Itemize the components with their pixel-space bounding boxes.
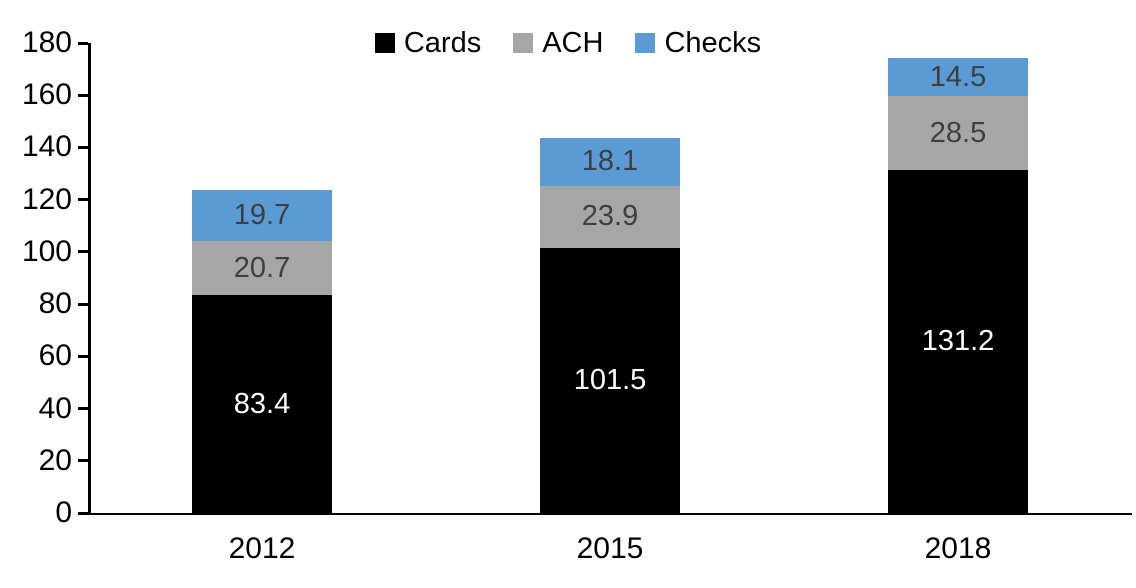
data-label-checks-2015: 18.1	[581, 145, 639, 178]
bar-segment-checks-2018: 14.5	[888, 58, 1028, 96]
y-tick-label: 80	[38, 287, 72, 321]
y-axis-tick	[78, 511, 88, 515]
data-label-cards-2012: 83.4	[233, 387, 291, 420]
x-tick-label: 2015	[576, 532, 644, 565]
y-tick-label: 0	[55, 496, 72, 529]
data-label-cards-2018: 131.2	[921, 325, 995, 358]
x-axis	[88, 513, 1132, 515]
y-axis-tick	[78, 302, 88, 306]
bar-segment-ach-2018: 28.5	[888, 96, 1028, 171]
data-label-ach-2012: 20.7	[233, 251, 291, 284]
data-label-cards-2015: 101.5	[573, 363, 647, 396]
y-axis-tick	[78, 250, 88, 254]
y-tick-label: 20	[38, 443, 72, 477]
y-tick-label: 100	[21, 234, 72, 268]
legend-label-cards: Cards	[403, 27, 482, 59]
chart-legend: Cards ACH Checks	[0, 27, 1136, 59]
legend-item-ach: ACH	[513, 27, 603, 59]
legend-swatch-ach-icon	[513, 33, 534, 53]
y-tick-label: 40	[38, 391, 72, 425]
bar-segment-checks-2015: 18.1	[540, 138, 680, 186]
y-axis-tick	[78, 198, 88, 202]
bar-segment-cards-2015: 101.5	[540, 247, 680, 513]
x-tick-label: 2018	[924, 532, 992, 565]
data-label-checks-2012: 19.7	[233, 198, 291, 231]
y-axis-tick	[78, 459, 88, 463]
y-tick-label: 160	[21, 78, 72, 112]
y-tick-label: 180	[21, 26, 72, 59]
legend-label-checks: Checks	[664, 27, 762, 59]
y-tick-label: 120	[21, 182, 72, 216]
legend-item-cards: Cards	[374, 27, 482, 59]
y-axis-tick	[78, 93, 88, 97]
y-tick-label: 140	[21, 130, 72, 164]
data-label-ach-2015: 23.9	[581, 200, 639, 233]
data-label-ach-2018: 28.5	[929, 116, 987, 149]
legend-label-ach: ACH	[542, 27, 604, 59]
bar-segment-cards-2012: 83.4	[192, 295, 332, 513]
bar-segment-ach-2012: 20.7	[192, 241, 332, 296]
x-tick-label: 2012	[228, 532, 296, 565]
y-axis-tick	[78, 145, 88, 149]
legend-item-checks: Checks	[635, 27, 761, 59]
bar-segment-cards-2018: 131.2	[888, 170, 1028, 513]
y-axis-tick	[78, 354, 88, 358]
y-axis-tick	[78, 407, 88, 411]
y-axis-tick	[78, 41, 88, 45]
legend-swatch-checks-icon	[635, 33, 656, 53]
legend-swatch-cards-icon	[374, 33, 395, 53]
bar-segment-checks-2012: 19.7	[192, 189, 332, 242]
y-tick-label: 60	[38, 339, 72, 373]
data-label-checks-2018: 14.5	[929, 60, 987, 93]
y-axis	[88, 43, 91, 515]
bar-segment-ach-2015: 23.9	[540, 185, 680, 248]
